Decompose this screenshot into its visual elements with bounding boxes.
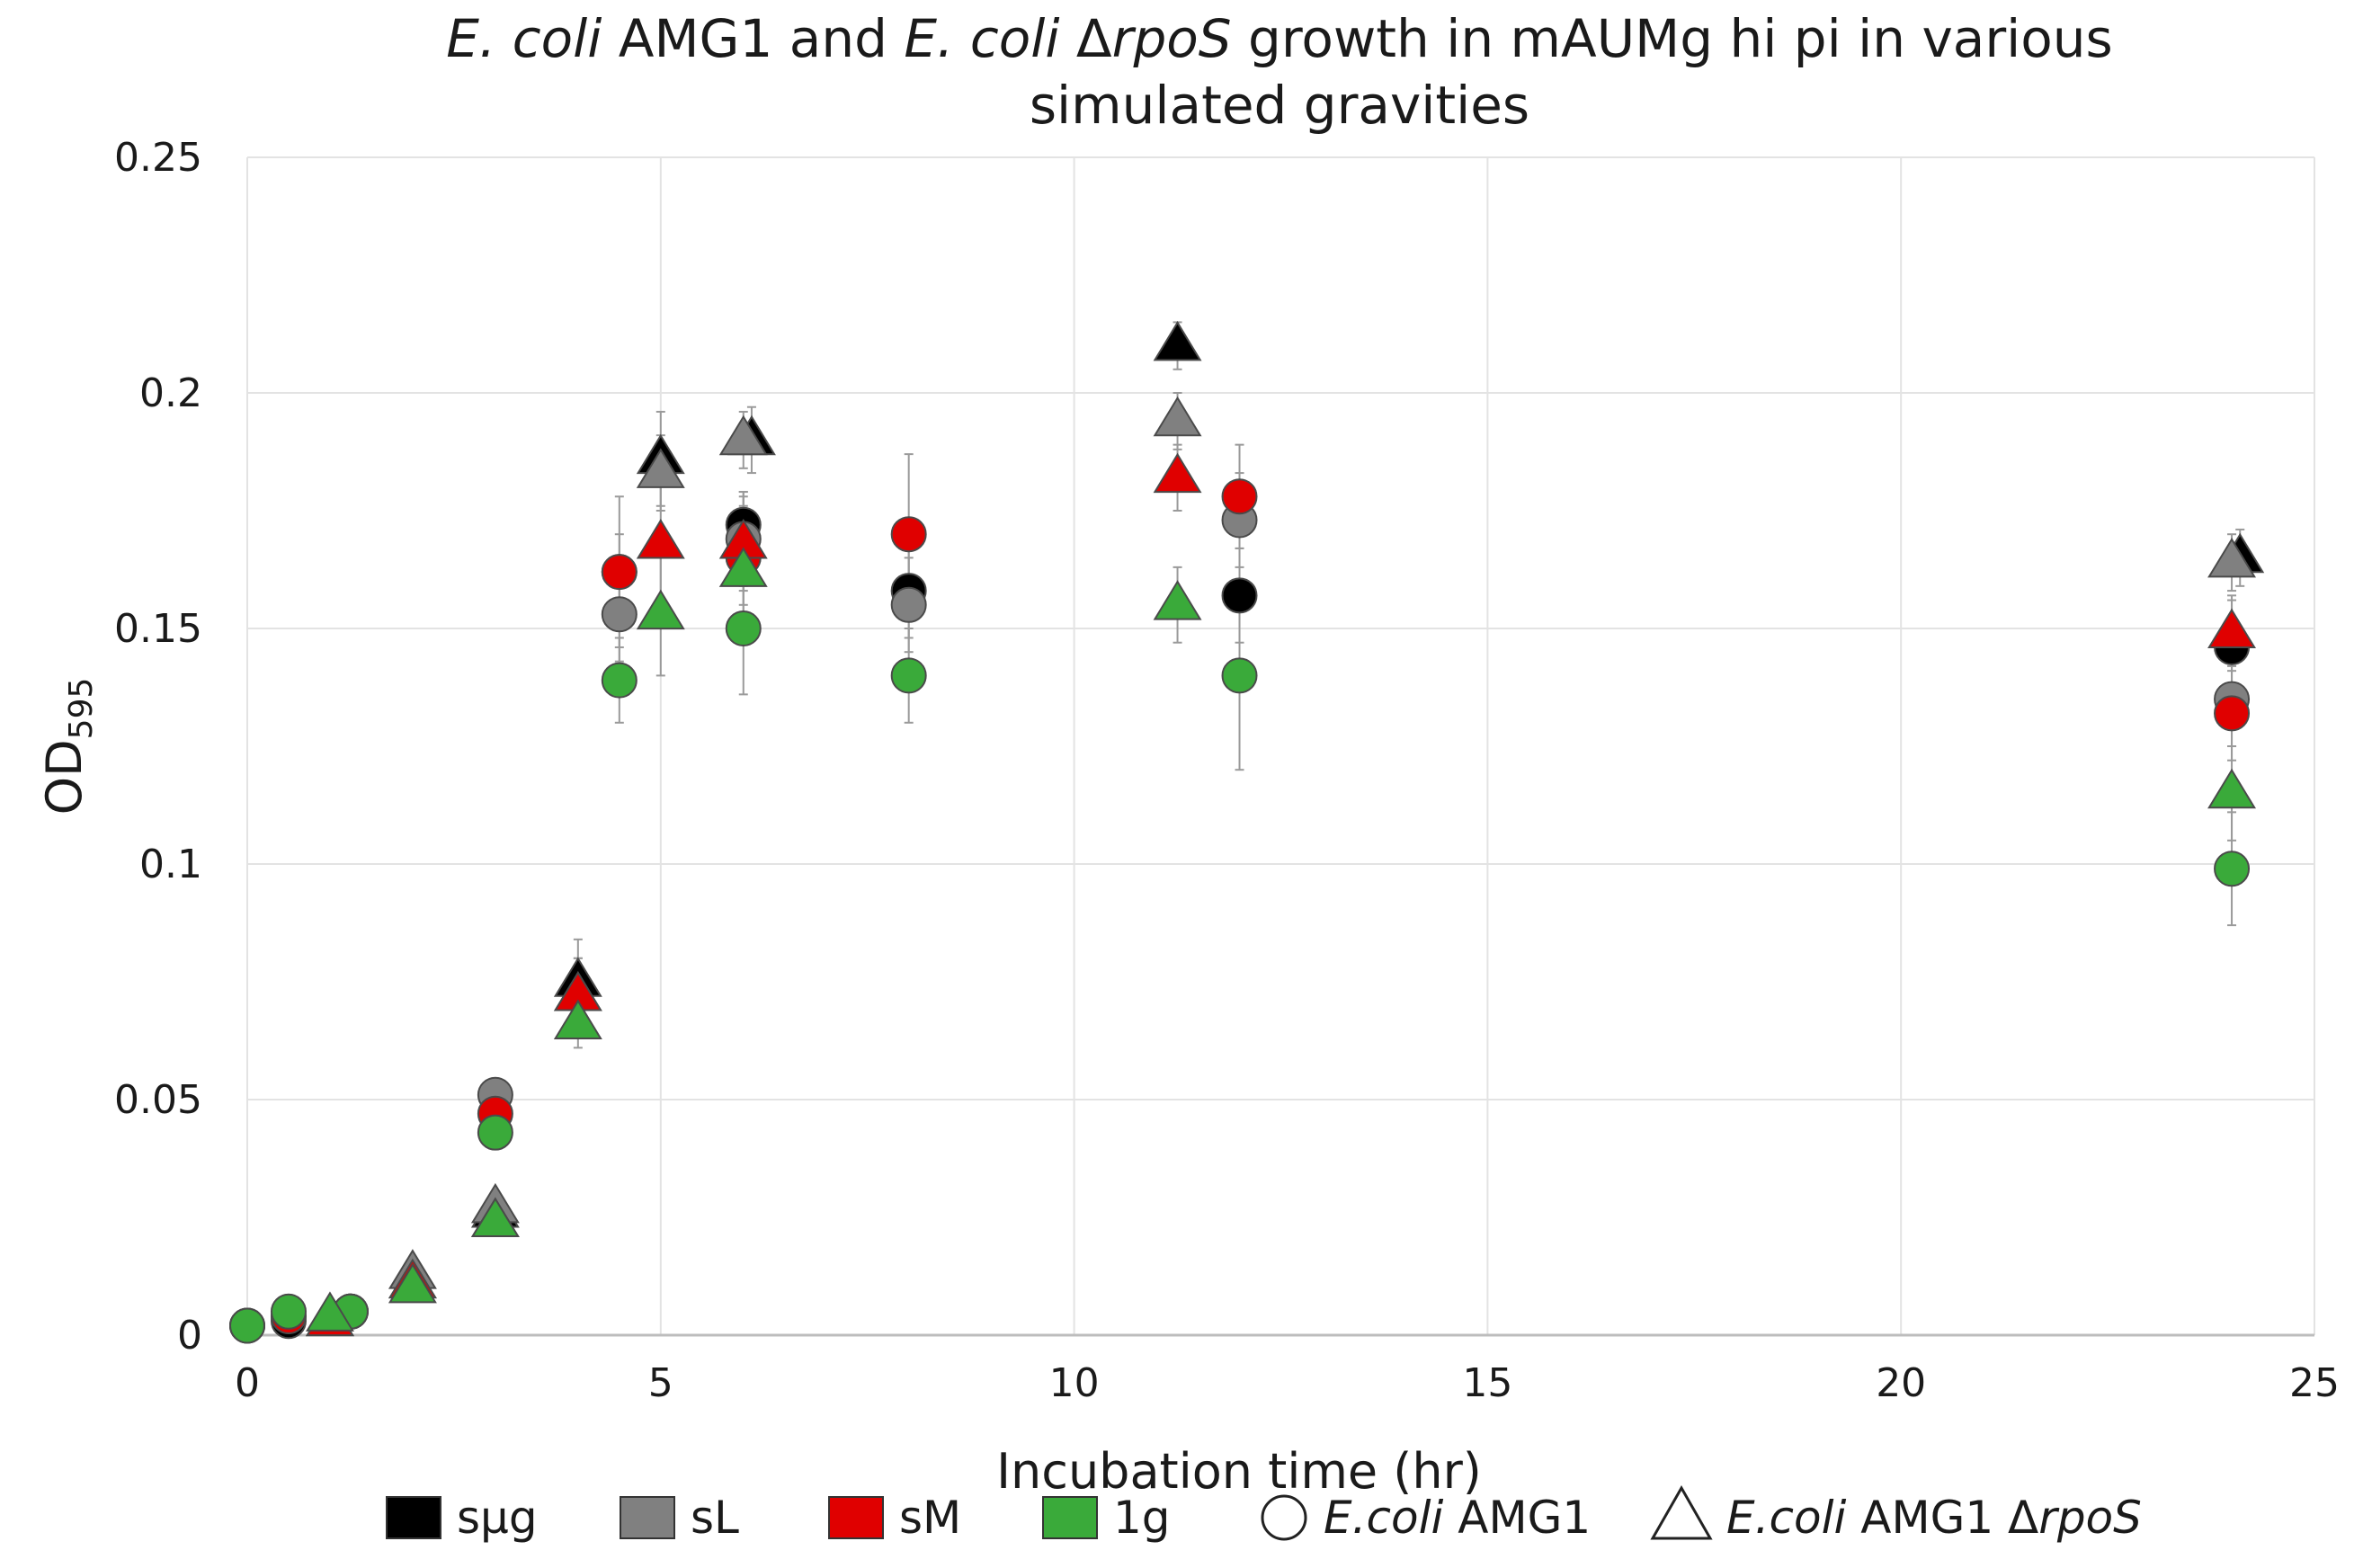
axes: 0 5 10 15 20 25 0 0.05 0.1 0.15 0.2 0.25 Incubation …: [36, 135, 2340, 1500]
legend-swatch: [828, 1496, 884, 1539]
x-tick-label: 5: [648, 1360, 673, 1406]
data-point-triangle: [2207, 537, 2257, 578]
data-point-triangle: [718, 547, 768, 587]
data-point-triangle: [553, 999, 602, 1039]
data-point-circle: [601, 662, 638, 699]
data-point-triangle: [718, 414, 768, 456]
legend-circle-icon: [1261, 1494, 1307, 1541]
data-point-circle: [725, 610, 762, 646]
legend-swatch: [1042, 1496, 1098, 1539]
y-tick-label: 0.15: [114, 606, 202, 652]
gridlines: [246, 156, 2315, 1336]
x-axis-label: Incubation time (hr): [996, 1443, 1482, 1500]
legend-label: E.coli AMG1 ΔrpoS: [1726, 1492, 2142, 1544]
x-tick-label: 15: [1462, 1360, 1512, 1406]
chart-title-line: E. coli AMG1 and E. coli ΔrpoS growth in…: [446, 8, 2113, 69]
legend-label: 1g: [1113, 1492, 1171, 1544]
data-point-circle: [1221, 577, 1258, 614]
data-point-triangle: [388, 1262, 437, 1304]
y-axis-label: OD595: [36, 678, 100, 815]
legend-label: sL: [691, 1492, 739, 1544]
data-point-triangle: [2207, 768, 2257, 809]
chart-title: E. coli AMG1 and E. coli ΔrpoS growth in…: [446, 8, 2113, 136]
data-point-triangle: [636, 518, 685, 559]
x-tick-label: 25: [2289, 1360, 2340, 1406]
legend-label: E.coli AMG1: [1324, 1492, 1591, 1544]
chart-title-line: simulated gravities: [1030, 75, 1529, 136]
legend-swatch: [620, 1496, 675, 1539]
y-tick-label: 0.2: [139, 370, 202, 416]
data-point-circle: [229, 1307, 265, 1344]
data-point-circle: [890, 657, 927, 694]
legend-swatch: [386, 1496, 441, 1539]
data-point-triangle: [636, 589, 685, 630]
data-markers: [229, 320, 2265, 1344]
data-point-triangle: [1153, 452, 1202, 494]
data-point-triangle: [305, 1291, 354, 1332]
y-tick-label: 0.25: [114, 135, 202, 181]
y-tick-label: 0.05: [114, 1077, 202, 1123]
data-point-circle: [2214, 851, 2251, 887]
data-point-circle: [1221, 657, 1258, 694]
legend-label: sM: [899, 1492, 961, 1544]
data-point-triangle: [636, 448, 685, 488]
y-tick-label: 0.1: [139, 842, 202, 887]
data-point-triangle: [470, 1197, 520, 1238]
data-point-circle: [890, 586, 927, 623]
legend: sμg sL sM 1g E.coli AMG1 E.coli AMG1 ΔrpoS: [386, 1484, 2142, 1544]
data-point-circle: [601, 596, 638, 633]
x-tick-label: 10: [1049, 1360, 1100, 1406]
data-point-triangle: [2207, 608, 2257, 649]
data-point-circle: [477, 1114, 513, 1151]
x-tick-label: 20: [1876, 1360, 1926, 1406]
x-tick-label: 0: [235, 1360, 260, 1406]
data-point-triangle: [1153, 320, 1202, 361]
data-point-triangle: [1153, 580, 1202, 620]
data-point-circle: [270, 1293, 307, 1330]
data-point-circle: [1221, 478, 1258, 515]
data-point-triangle: [1153, 396, 1202, 437]
data-point-circle: [2214, 695, 2251, 732]
data-point-circle: [890, 516, 927, 553]
legend-triangle-icon: [1650, 1484, 1713, 1540]
y-tick-label: 0: [177, 1313, 202, 1359]
legend-label: sμg: [457, 1492, 538, 1544]
data-point-circle: [601, 554, 638, 591]
